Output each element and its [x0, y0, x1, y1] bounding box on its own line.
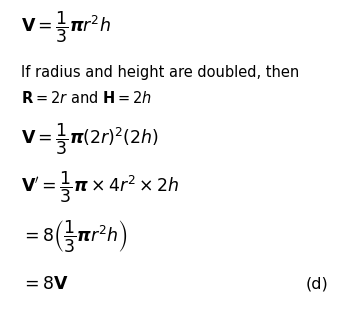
- Text: $\mathbf{V} = \dfrac{1}{3}\boldsymbol{\pi}(2r)^2(2h)$: $\mathbf{V} = \dfrac{1}{3}\boldsymbol{\p…: [21, 122, 159, 157]
- Text: $= 8\mathbf{V}$: $= 8\mathbf{V}$: [21, 275, 68, 293]
- Text: $\mathbf{R} = 2r$ and $\mathbf{H} = 2h$: $\mathbf{R} = 2r$ and $\mathbf{H} = 2h$: [21, 90, 152, 106]
- Text: (d): (d): [306, 277, 329, 291]
- Text: $= 8\left(\dfrac{1}{3}\boldsymbol{\pi} r^2 h\right)$: $= 8\left(\dfrac{1}{3}\boldsymbol{\pi} r…: [21, 218, 128, 254]
- Text: $\mathbf{V'} = \dfrac{1}{3}\boldsymbol{\pi} \times 4r^2 \times 2h$: $\mathbf{V'} = \dfrac{1}{3}\boldsymbol{\…: [21, 170, 179, 205]
- Text: If radius and height are doubled, then: If radius and height are doubled, then: [21, 65, 299, 80]
- Text: $\mathbf{V} = \dfrac{1}{3}\boldsymbol{\pi} r^2 h$: $\mathbf{V} = \dfrac{1}{3}\boldsymbol{\p…: [21, 10, 110, 45]
